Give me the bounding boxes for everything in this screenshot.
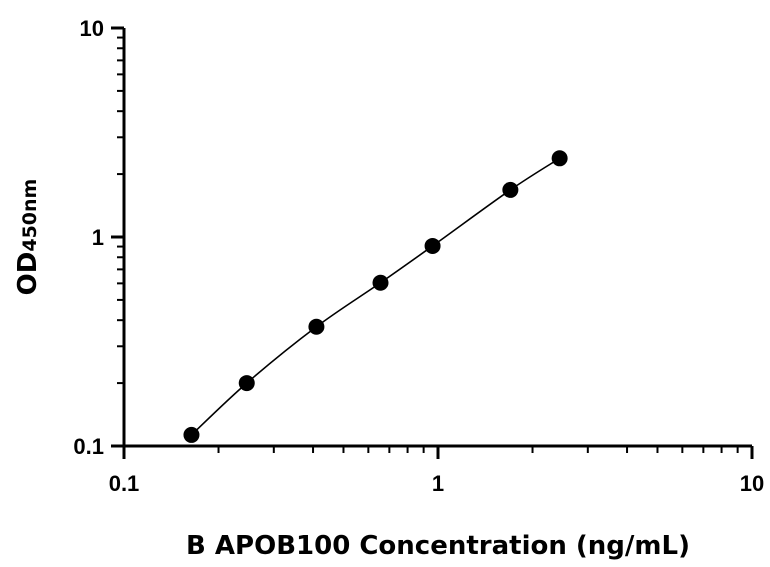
data-point xyxy=(502,181,519,198)
data-point xyxy=(424,237,441,254)
data-point xyxy=(551,150,568,167)
y-tick-label: 10 xyxy=(80,16,104,41)
x-tick-label: 0.1 xyxy=(109,471,140,496)
minor-ticks xyxy=(117,36,739,453)
data-point xyxy=(372,274,389,291)
axes xyxy=(122,28,752,448)
y-tick-label: 0.1 xyxy=(73,434,104,459)
x-axis-title: B APOB100 Concentration (ng/mL) xyxy=(186,531,690,561)
data-points xyxy=(183,150,568,443)
data-point xyxy=(238,375,255,392)
y-tick-labels: 0.1 1 10 xyxy=(73,16,104,459)
x-tick-label: 1 xyxy=(432,471,444,496)
y-axis-title-sub: 450nm xyxy=(19,179,41,252)
data-point xyxy=(183,426,200,443)
y-axis-title: OD450nm xyxy=(13,179,43,296)
y-tick-label: 1 xyxy=(92,225,104,250)
x-tick-label: 10 xyxy=(740,471,764,496)
major-ticks xyxy=(111,26,754,459)
data-point xyxy=(308,318,325,335)
x-tick-labels: 0.1 1 10 xyxy=(109,471,765,496)
y-axis-title-main: OD xyxy=(13,252,43,296)
fit-curve xyxy=(190,157,561,436)
